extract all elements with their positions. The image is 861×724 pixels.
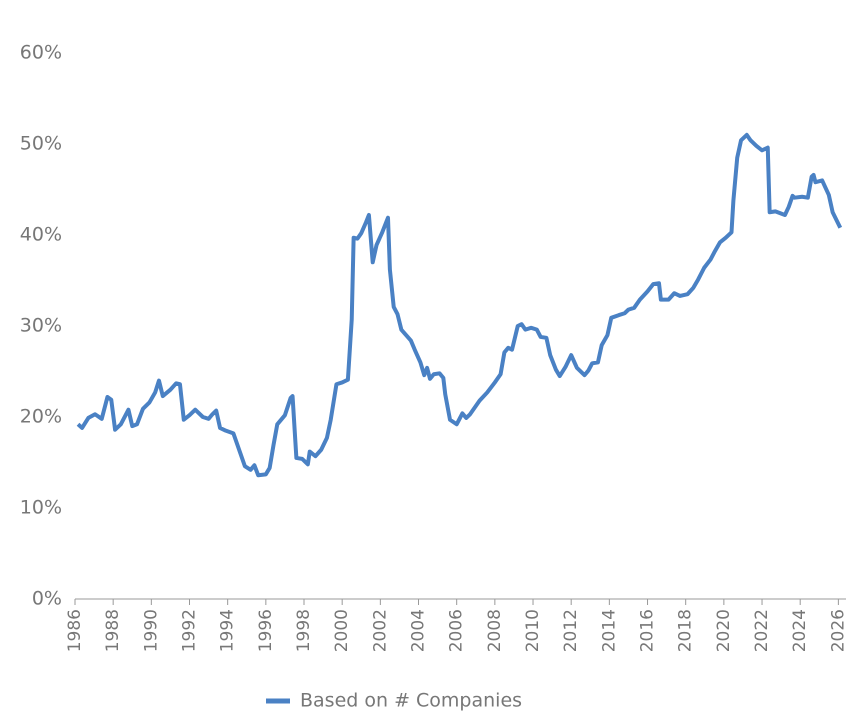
y-tick-label: 50% [20, 133, 62, 155]
legend-label: Based on # Companies [300, 690, 522, 712]
x-tick-label: 2018 [676, 609, 696, 652]
x-tick-label: 2000 [332, 609, 352, 652]
x-tick-label: 2002 [370, 609, 390, 652]
x-tick-label: 2016 [638, 609, 658, 652]
x-tick-label: 2020 [714, 609, 734, 652]
x-tick-label: 1998 [294, 609, 314, 652]
data-line [76, 132, 843, 478]
x-tick-label: 2006 [447, 609, 467, 652]
x-tick-label: 2008 [485, 609, 505, 652]
x-tick-label: 1994 [218, 609, 238, 652]
x-tick-label: 2024 [790, 609, 810, 652]
x-tick-label: 2004 [409, 609, 429, 652]
y-tick-label: 10% [20, 497, 62, 519]
x-tick-label: 1986 [65, 609, 85, 652]
x-tick-label: 2026 [828, 609, 848, 652]
x-tick-label: 2022 [752, 609, 772, 652]
y-tick-label: 30% [20, 315, 62, 337]
y-tick-label: 20% [20, 406, 62, 428]
y-tick-label: 0% [32, 588, 62, 610]
y-tick-label: 40% [20, 224, 62, 246]
x-tick-label: 2010 [523, 609, 543, 652]
x-tick-label: 1988 [103, 609, 123, 652]
x-tick-label: 1990 [141, 609, 161, 652]
y-tick-label: 60% [20, 42, 62, 64]
x-tick-label: 2014 [599, 609, 619, 652]
x-tick-label: 1992 [180, 609, 200, 652]
x-tick-label: 2012 [561, 609, 581, 652]
x-tick-label: 1996 [256, 609, 276, 652]
